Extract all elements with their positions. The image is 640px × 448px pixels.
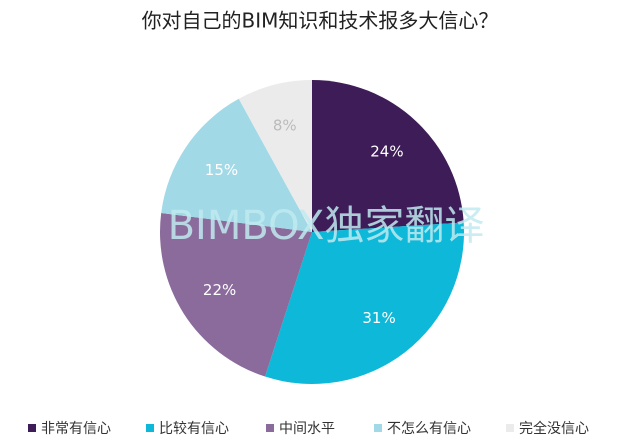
legend-swatch: [266, 424, 274, 432]
legend-label: 不怎么有信心: [387, 421, 471, 437]
value-label: 24%: [370, 143, 403, 161]
legend-swatch: [28, 424, 36, 432]
pie-slice: [159, 212, 312, 377]
legend-swatch: [146, 424, 154, 432]
legend-swatch: [506, 424, 514, 432]
value-label: 22%: [203, 281, 236, 299]
chart-title: 你对自己的BIM知识和技术报多大信心？: [142, 9, 499, 33]
value-label: 31%: [362, 309, 395, 327]
pie-slice: [312, 80, 464, 232]
legend-label: 比较有信心: [159, 421, 229, 437]
pie-slice: [265, 222, 464, 384]
legend-label: 非常有信心: [41, 421, 111, 437]
legend-label: 完全没信心: [519, 420, 589, 437]
value-label: 15%: [205, 161, 238, 179]
legend-swatch: [374, 424, 382, 432]
watermark: BIMBOX独家翻译: [168, 203, 485, 249]
value-label: 8%: [273, 116, 297, 134]
pie-slice: [238, 80, 312, 232]
legend-label: 中间水平: [279, 421, 335, 437]
pie-slice: [161, 98, 312, 232]
